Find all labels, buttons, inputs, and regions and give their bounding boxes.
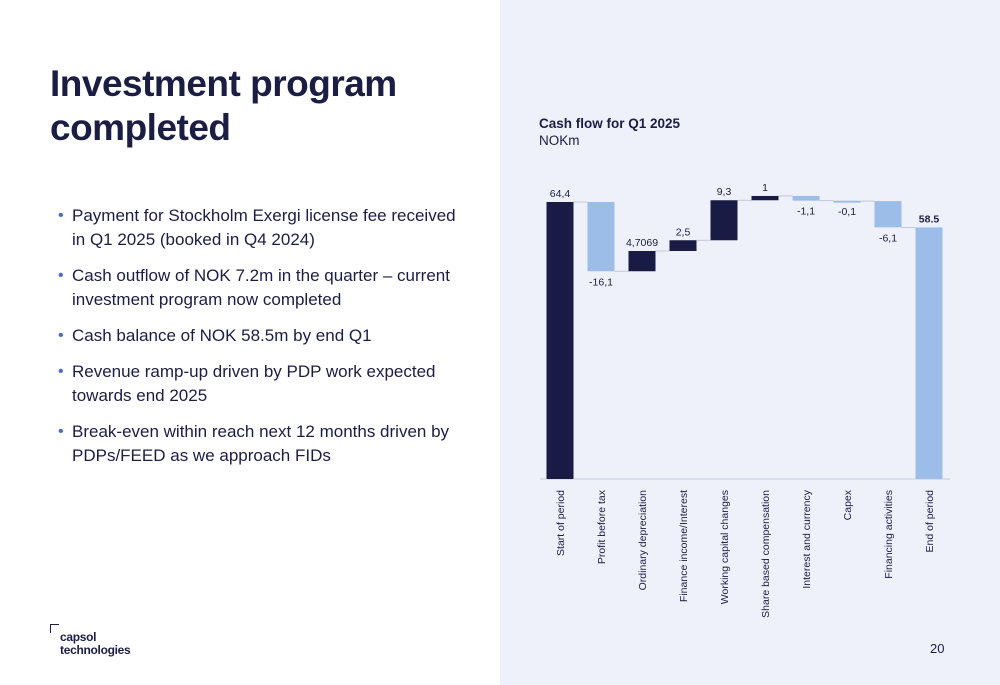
chart-bar: [669, 240, 697, 252]
page-number: 20: [930, 641, 945, 656]
data-label: 9,3: [717, 186, 732, 198]
bullet-item: • Revenue ramp-up driven by PDP work expe…: [58, 360, 468, 408]
data-label: 58.5: [919, 213, 940, 225]
bullet-item: • Cash balance of NOK 58.5m by end Q1: [58, 324, 468, 348]
category-label: Finance income/Interest: [678, 490, 690, 602]
data-label: 64,4: [550, 188, 571, 200]
waterfall-chart: 64,4 Start of period -16,1 Profit before ta…: [540, 182, 950, 618]
category-label: Start of period: [555, 490, 567, 556]
data-label: 2,5: [676, 226, 691, 238]
chart-bar: [546, 202, 574, 479]
chart-title: Cash flow for Q1 2025: [539, 116, 681, 131]
data-label: -16,1: [589, 276, 613, 288]
chart-bar: [710, 200, 738, 241]
bullet-item: • Cash outflow of NOK 7.2m in the quarter…: [58, 264, 468, 312]
category-label: Share based compensation: [760, 490, 772, 618]
category-label: Ordinary depreciation: [637, 490, 649, 591]
bullet-dot-icon: •: [58, 423, 64, 440]
bullet-list: • Payment for Stockholm Exergi license fe…: [58, 204, 468, 480]
company-logo: capsol technologies: [50, 624, 170, 660]
category-label: Financing activities: [883, 490, 895, 579]
chart-bar: [874, 201, 902, 228]
bullet-dot-icon: •: [58, 363, 64, 380]
category-label: Interest and currency: [801, 489, 813, 588]
bullet-text: Payment for Stockholm Exergi license fee…: [72, 206, 456, 249]
chart-bar: [915, 227, 943, 479]
bullet-text: Cash outflow of NOK 7.2m in the quarter …: [72, 266, 450, 309]
logo-line-2: technologies: [60, 643, 131, 657]
chart-bar: [833, 200, 861, 203]
category-label: Capex: [842, 489, 854, 520]
bullet-dot-icon: •: [58, 207, 64, 224]
category-label: Profit before tax: [596, 489, 608, 564]
logo-line-1: capsol: [60, 630, 97, 644]
data-label: -6,1: [879, 232, 897, 244]
chart-bar: [587, 202, 615, 272]
bullet-dot-icon: •: [58, 327, 64, 344]
bullet-item: • Payment for Stockholm Exergi license fe…: [58, 204, 468, 252]
data-label: -0,1: [838, 206, 856, 218]
chart-bar: [751, 195, 779, 201]
data-label: 4,7069: [626, 237, 658, 249]
chart-bar: [628, 251, 656, 272]
chart-bar: [792, 195, 820, 201]
category-label: Working capital changes: [719, 490, 731, 604]
logo-corner-icon: [50, 624, 59, 633]
bullet-item: • Break-even within reach next 12 months …: [58, 420, 468, 468]
category-label: End of period: [924, 490, 936, 553]
data-label: -1,1: [797, 206, 815, 218]
bullet-text: Break-even within reach next 12 months d…: [72, 422, 450, 465]
chart-unit: NOKm: [539, 133, 580, 148]
bullet-text: Revenue ramp-up driven by PDP work expec…: [72, 362, 436, 405]
bullet-text: Cash balance of NOK 58.5m by end Q1: [72, 326, 372, 345]
data-label: 1: [762, 182, 768, 194]
bullet-dot-icon: •: [58, 267, 64, 284]
slide-title: Investment program completed: [50, 63, 397, 148]
